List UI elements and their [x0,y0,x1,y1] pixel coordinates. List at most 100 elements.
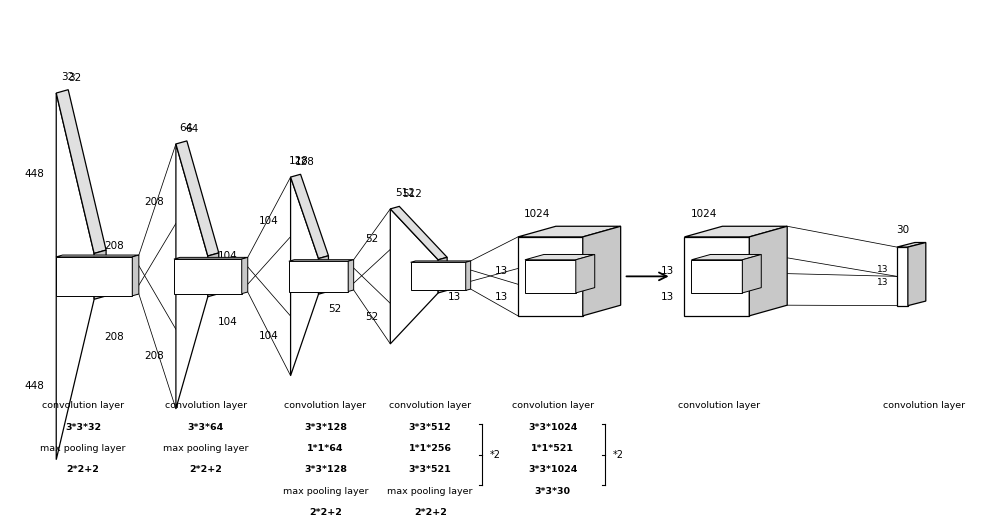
Polygon shape [348,260,354,292]
Polygon shape [518,237,583,316]
Text: 13: 13 [877,279,889,288]
Polygon shape [176,144,208,409]
Polygon shape [289,261,348,292]
Polygon shape [438,257,447,293]
Polygon shape [208,253,219,297]
Text: 1*1*521: 1*1*521 [531,444,574,453]
Text: 32: 32 [61,72,74,81]
Text: 13: 13 [495,292,508,302]
Text: 1*1*64: 1*1*64 [307,444,344,453]
Polygon shape [242,257,248,294]
Text: max pooling layer: max pooling layer [40,444,126,453]
Polygon shape [897,242,926,247]
Text: 1*1*256: 1*1*256 [409,444,452,453]
Text: 3*3*521: 3*3*521 [409,466,452,474]
Text: *2: *2 [490,449,501,460]
Polygon shape [132,255,139,296]
Polygon shape [749,226,787,316]
Text: convolution layer: convolution layer [678,401,760,410]
Text: 52: 52 [365,312,378,322]
Polygon shape [94,250,106,299]
Text: 13: 13 [448,266,461,276]
Text: 208: 208 [104,241,124,251]
Text: 52: 52 [365,234,378,243]
Polygon shape [518,226,621,237]
Text: 3*3*1024: 3*3*1024 [528,422,578,431]
Polygon shape [174,259,242,294]
Text: 13: 13 [661,266,675,276]
Text: convolution layer: convolution layer [883,401,965,410]
Polygon shape [291,174,328,258]
Text: 2*2+2: 2*2+2 [414,508,447,517]
Polygon shape [583,226,621,316]
Polygon shape [411,261,471,262]
Polygon shape [466,261,471,291]
Text: 64: 64 [179,122,192,133]
Text: max pooling layer: max pooling layer [283,487,368,496]
Text: 3*3*64: 3*3*64 [188,422,224,431]
Polygon shape [691,254,761,260]
Text: 3*3*1024: 3*3*1024 [528,466,578,474]
Text: 13: 13 [448,292,461,302]
Polygon shape [742,254,761,293]
Text: 3*3*32: 3*3*32 [65,422,101,431]
Polygon shape [525,260,576,293]
Text: 208: 208 [144,197,164,207]
Text: convolution layer: convolution layer [512,401,594,410]
Text: 208: 208 [104,333,124,343]
Text: convolution layer: convolution layer [284,401,367,410]
Polygon shape [908,242,926,306]
Text: convolution layer: convolution layer [165,401,247,410]
Polygon shape [691,260,742,293]
Polygon shape [176,141,219,256]
Text: 52: 52 [328,305,342,315]
Polygon shape [56,93,94,460]
Polygon shape [56,90,106,253]
Text: 104: 104 [218,251,238,261]
Text: 2*2+2: 2*2+2 [67,466,100,474]
Polygon shape [289,260,354,261]
Text: max pooling layer: max pooling layer [387,487,473,496]
Text: 1024: 1024 [524,209,551,218]
Polygon shape [291,177,319,376]
Polygon shape [174,257,248,259]
Text: 208: 208 [144,351,164,361]
Text: 2*2+2: 2*2+2 [309,508,342,517]
Text: 448: 448 [24,169,44,179]
Text: 104: 104 [259,331,279,341]
Text: 3*3*128: 3*3*128 [304,422,347,431]
Text: 104: 104 [259,216,279,226]
Text: *2: *2 [613,449,624,460]
Text: 1024: 1024 [691,209,717,218]
Text: 128: 128 [289,156,309,166]
Polygon shape [576,254,595,293]
Polygon shape [525,254,595,260]
Polygon shape [684,226,787,237]
Text: 104: 104 [218,317,238,327]
Text: 2*2+2: 2*2+2 [189,466,222,474]
Text: 512: 512 [402,189,422,199]
Text: 3*3*512: 3*3*512 [409,422,452,431]
Text: 32: 32 [68,73,82,83]
Text: 13: 13 [661,292,675,302]
Text: 52: 52 [328,261,342,271]
Polygon shape [411,262,466,291]
Text: 448: 448 [24,381,44,391]
Text: convolution layer: convolution layer [389,401,471,410]
Text: 512: 512 [395,188,415,198]
Text: 13: 13 [495,266,508,276]
Polygon shape [684,237,749,316]
Polygon shape [390,207,447,260]
Polygon shape [56,257,132,296]
Text: 13: 13 [877,265,889,274]
Polygon shape [319,256,328,294]
Text: 64: 64 [185,124,199,134]
Polygon shape [897,247,908,306]
Text: 30: 30 [896,225,909,235]
Text: convolution layer: convolution layer [42,401,124,410]
Polygon shape [56,255,139,257]
Text: 3*3*128: 3*3*128 [304,466,347,474]
Text: 128: 128 [295,157,315,167]
Polygon shape [390,209,438,344]
Text: max pooling layer: max pooling layer [163,444,249,453]
